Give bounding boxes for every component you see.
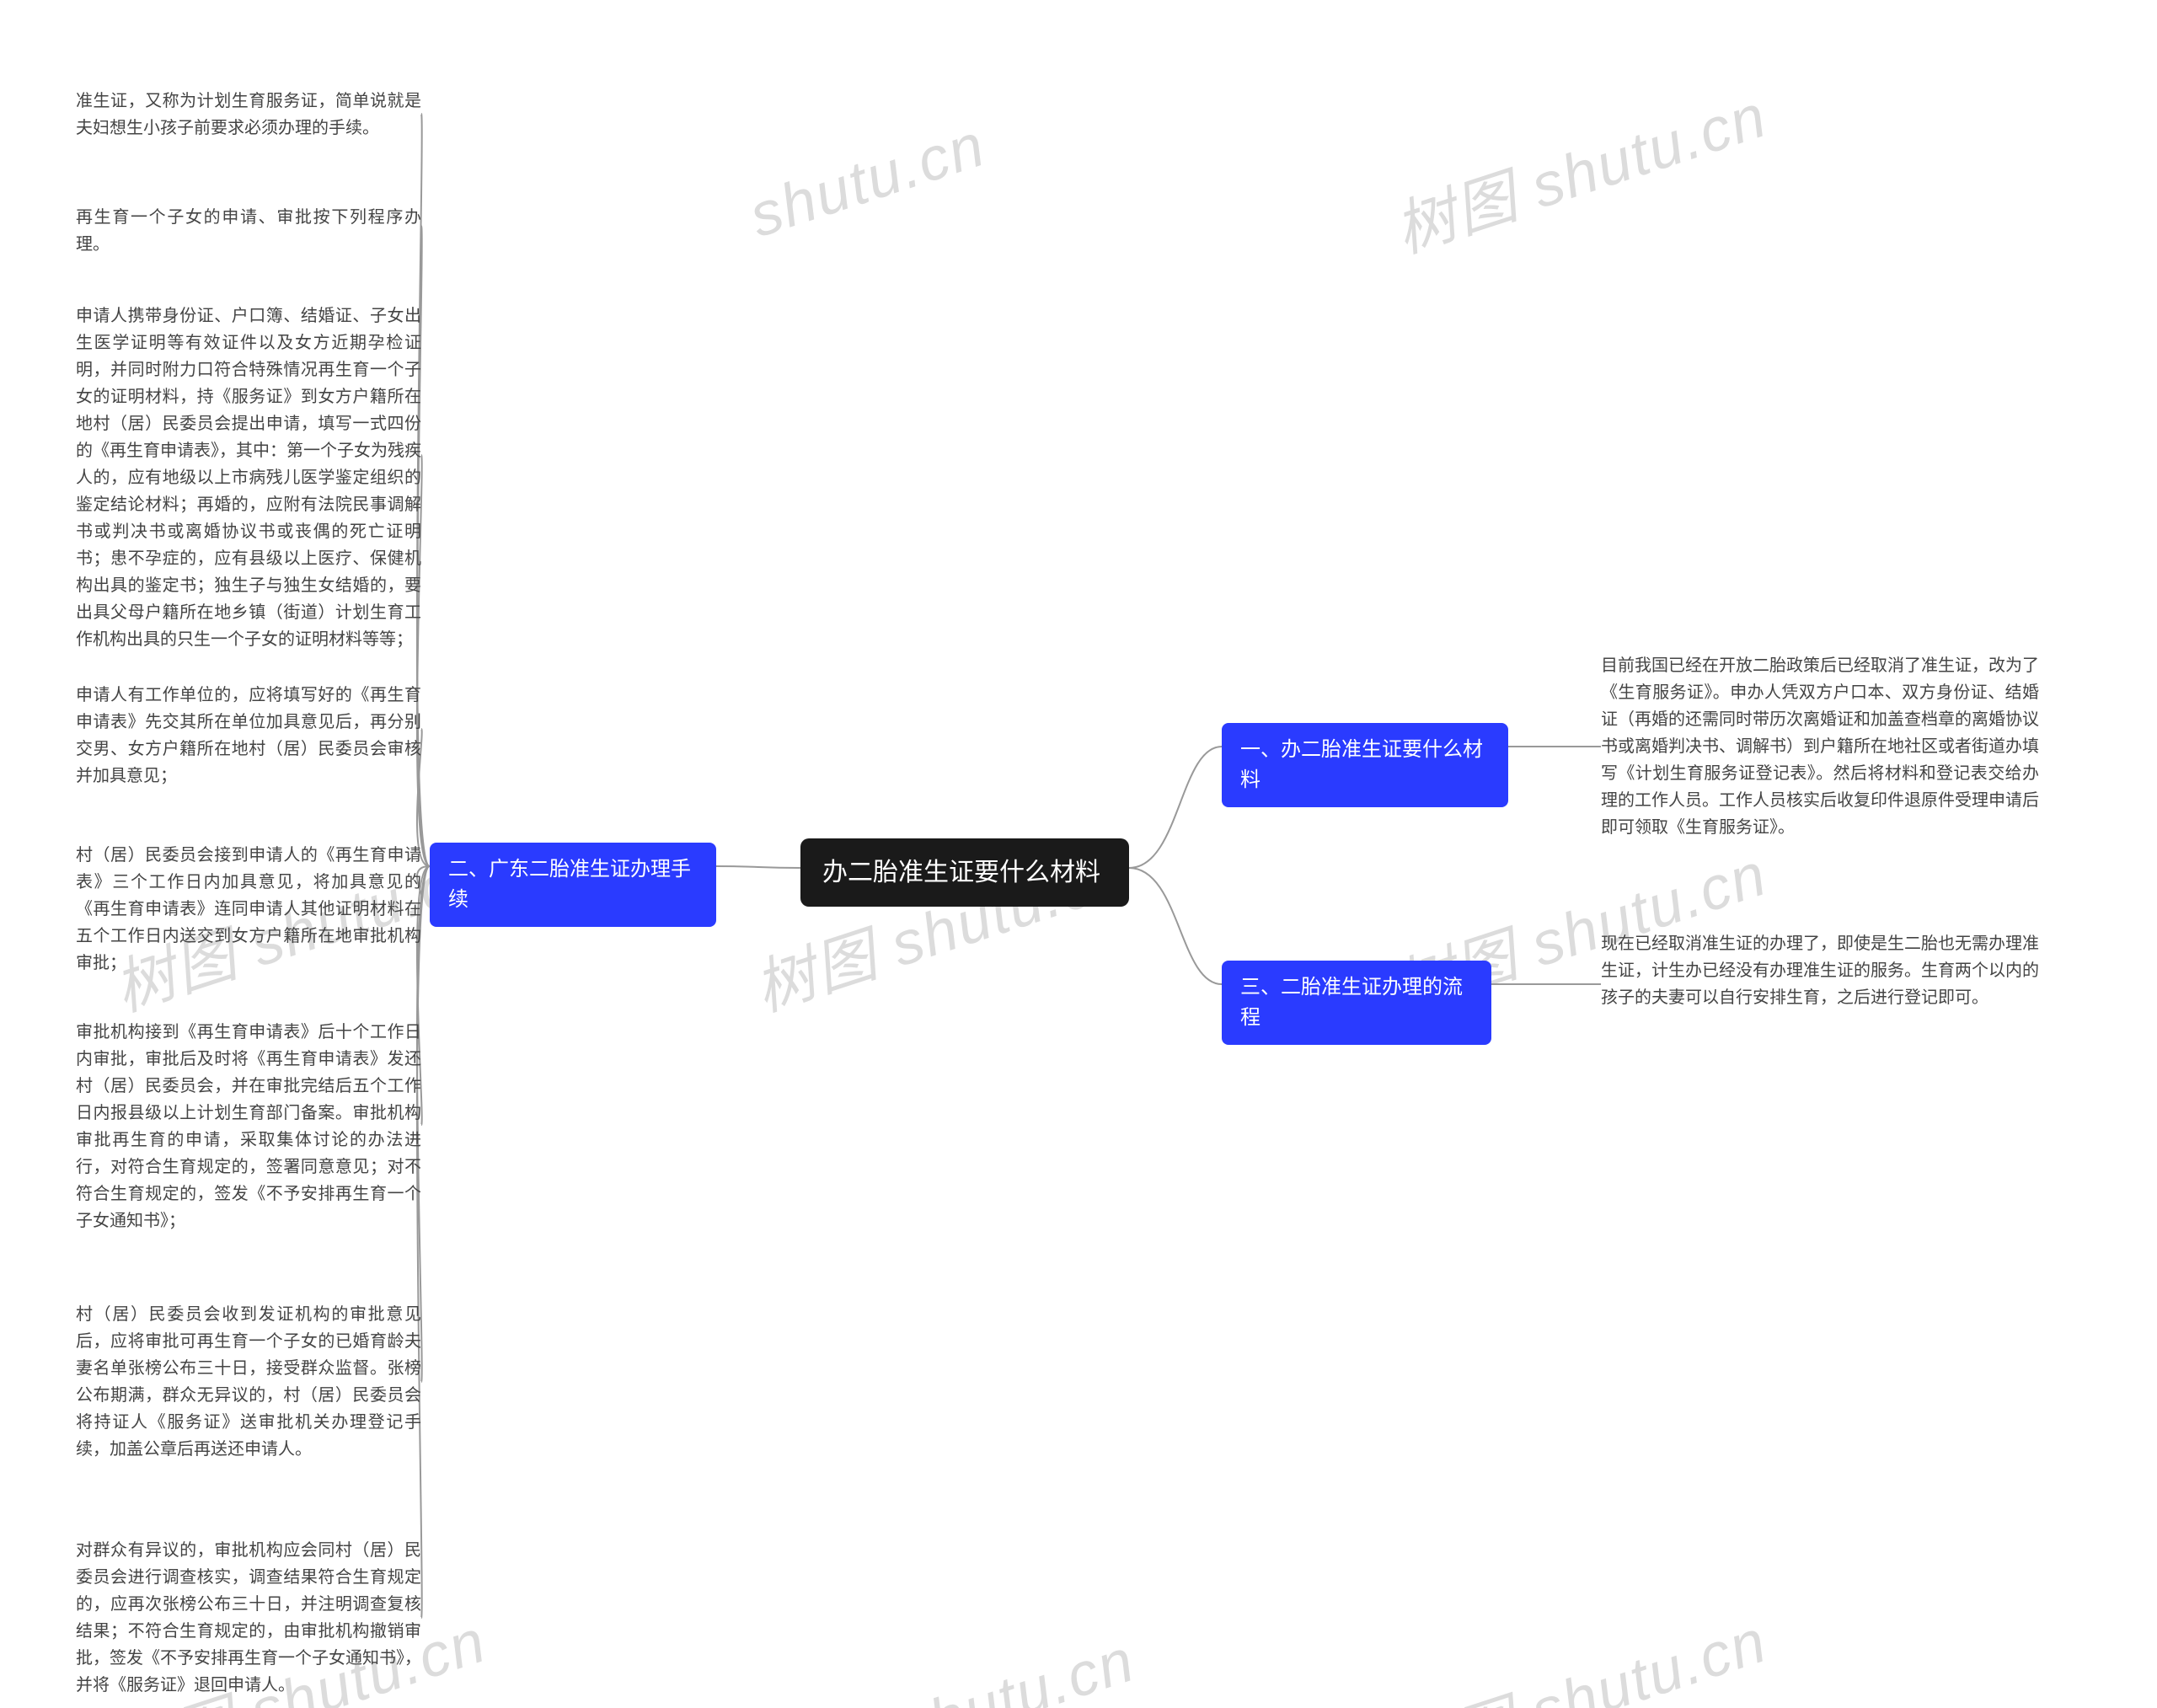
leaf-node: 审批机构接到《再生育申请表》后十个工作日内审批，审批后及时将《再生育申请表》发还… — [76, 1015, 421, 1238]
branch-node-3[interactable]: 三、二胎准生证办理的流程 — [1222, 961, 1491, 1045]
watermark: shutu.cn — [741, 110, 993, 251]
leaf-node: 现在已经取消准生证的办理了，即使是生二胎也无需办理准生证，计生办已经没有办理准生… — [1601, 927, 2039, 1015]
mindmap-canvas: 树图 shutu.cn 树图 shutu.cn shutu.cn 树图 shut… — [0, 0, 2157, 1708]
leaf-node: 准生证，又称为计划生育服务证，简单说就是夫妇想生小孩子前要求必须办理的手续。 — [76, 84, 421, 145]
branch-node-2[interactable]: 二、广东二胎准生证办理手续 — [430, 843, 716, 927]
leaf-node: 目前我国已经在开放二胎政策后已经取消了准生证，改为了《生育服务证》。申办人凭双方… — [1601, 649, 2039, 844]
leaf-node: 申请人有工作单位的，应将填写好的《再生育申请表》先交其所在单位加具意见后，再分别… — [76, 678, 421, 793]
leaf-node: 申请人携带身份证、户口簿、结婚证、子女出生医学证明等有效证件以及女方近期孕检证明… — [76, 299, 421, 656]
leaf-node: 再生育一个子女的申请、审批按下列程序办理。 — [76, 201, 421, 261]
branch-node-1[interactable]: 一、办二胎准生证要什么材料 — [1222, 723, 1508, 807]
leaf-node: 村（居）民委员会接到申请人的《再生育申请表》三个工作日内加具意见，将加具意见的《… — [76, 838, 421, 980]
watermark: 树图 shutu.cn — [1382, 66, 1776, 269]
leaf-node: 对群众有异议的，审批机构应会同村（居）民委员会进行调查核实，调查结果符合生育规定… — [76, 1534, 421, 1702]
root-node[interactable]: 办二胎准生证要什么材料 — [800, 838, 1129, 907]
watermark: 图 shutu.cn — [809, 1610, 1144, 1708]
watermark: 树图 shutu.cn — [1382, 1591, 1776, 1708]
leaf-node: 村（居）民委员会收到发证机构的审批意见后，应将审批可再生育一个子女的已婚育龄夫妻… — [76, 1298, 421, 1466]
